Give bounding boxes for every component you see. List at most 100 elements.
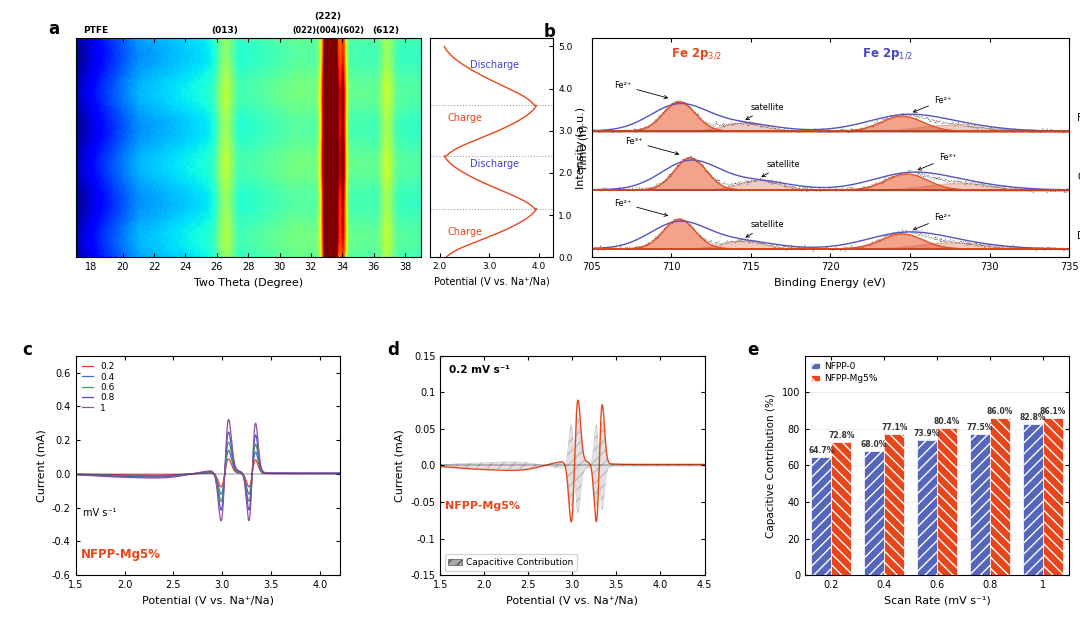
0.6: [326, 470, 339, 477]
1: [222, 416, 235, 423]
1: [190, 469, 203, 477]
X-axis label: Potential (V vs. Na⁺/Na): Potential (V vs. Na⁺/Na): [141, 595, 273, 605]
0.6: [334, 470, 347, 477]
0.4: [278, 470, 291, 477]
0.8: [326, 470, 339, 477]
Legend: 0.2, 0.4, 0.6, 0.8, 1: 0.2, 0.4, 0.6, 0.8, 1: [80, 360, 117, 415]
Text: Charged: Charged: [1077, 172, 1080, 182]
Bar: [970, 434, 990, 575]
Text: 77.1%: 77.1%: [881, 423, 907, 432]
Text: Charge: Charge: [447, 227, 482, 237]
0.8: [222, 428, 235, 436]
0.6: [326, 470, 339, 477]
0.2: [190, 470, 203, 477]
0.8: [215, 506, 228, 514]
Bar: [811, 457, 832, 575]
Text: c: c: [23, 341, 32, 358]
0.6: [82, 471, 95, 478]
0.4: [69, 470, 82, 478]
Bar: [1023, 424, 1043, 575]
1: [278, 469, 291, 477]
0.2: [215, 483, 228, 490]
Text: 77.5%: 77.5%: [967, 423, 994, 432]
0.6: [190, 470, 203, 477]
0.4: [215, 490, 228, 498]
X-axis label: Potential (V vs. Na⁺/Na): Potential (V vs. Na⁺/Na): [434, 277, 550, 286]
Text: 64.7%: 64.7%: [808, 446, 835, 455]
1: [69, 471, 82, 478]
Text: (612): (612): [373, 26, 400, 35]
Text: satellite: satellite: [746, 102, 784, 119]
0.8: [334, 470, 347, 477]
0.8: [326, 470, 339, 477]
X-axis label: Scan Rate (mV s⁻¹): Scan Rate (mV s⁻¹): [883, 595, 990, 605]
X-axis label: Potential (V vs. Na⁺/Na): Potential (V vs. Na⁺/Na): [507, 595, 638, 605]
Text: PTFE: PTFE: [83, 26, 109, 35]
0.4: [82, 471, 95, 478]
Text: satellite: satellite: [746, 221, 784, 237]
0.8: [190, 470, 203, 477]
1: [215, 517, 228, 525]
Text: Fe 2p$_{3/2}$: Fe 2p$_{3/2}$: [671, 46, 723, 62]
Text: e: e: [746, 341, 758, 358]
Text: (022)(004)(602): (022)(004)(602): [292, 26, 364, 35]
Text: Charge: Charge: [447, 113, 482, 123]
Y-axis label: Current (mA): Current (mA): [395, 429, 405, 502]
Bar: [917, 440, 937, 575]
Text: 86.0%: 86.0%: [987, 407, 1013, 416]
Text: NFPP-Mg5%: NFPP-Mg5%: [445, 501, 519, 511]
Text: Fe²⁺: Fe²⁺: [613, 81, 667, 99]
0.8: [198, 468, 211, 476]
1: [326, 469, 339, 477]
Y-axis label: Time (h): Time (h): [578, 125, 589, 171]
Line: 0.8: 0.8: [76, 432, 340, 510]
0.4: [326, 470, 339, 477]
Y-axis label: Intensity (a.u.): Intensity (a.u.): [576, 106, 586, 188]
Bar: [885, 434, 904, 575]
0.6: [278, 470, 291, 477]
Text: Discharge: Discharge: [470, 60, 518, 70]
Y-axis label: Current (mA): Current (mA): [37, 429, 46, 502]
0.2: [198, 470, 211, 477]
0.2: [278, 470, 291, 477]
Text: d: d: [388, 341, 400, 358]
0.2: [334, 470, 347, 477]
Text: 86.1%: 86.1%: [1040, 407, 1066, 416]
Line: 0.2: 0.2: [76, 459, 340, 487]
0.4: [190, 470, 203, 477]
Text: Discharged: Discharged: [1077, 231, 1080, 241]
Text: satellite: satellite: [761, 160, 800, 177]
0.2: [222, 455, 235, 463]
Text: (013): (013): [212, 26, 238, 35]
Legend: NFPP-0, NFPP-Mg5%: NFPP-0, NFPP-Mg5%: [809, 360, 879, 385]
X-axis label: Two Theta (Degree): Two Theta (Degree): [193, 277, 302, 288]
1: [326, 469, 339, 477]
0.4: [222, 447, 235, 454]
Text: Discharge: Discharge: [470, 159, 518, 169]
Legend: Capacitive Contribution: Capacitive Contribution: [445, 554, 578, 571]
0.6: [215, 497, 228, 505]
Bar: [990, 418, 1010, 575]
1: [82, 472, 95, 480]
Text: 80.4%: 80.4%: [934, 417, 960, 427]
X-axis label: Binding Energy (eV): Binding Energy (eV): [774, 277, 887, 288]
0.6: [198, 469, 211, 477]
Text: (222): (222): [314, 12, 341, 21]
Bar: [864, 451, 885, 575]
Bar: [832, 442, 851, 575]
0.6: [69, 471, 82, 478]
0.2: [326, 470, 339, 477]
Bar: [937, 428, 957, 575]
Text: b: b: [543, 23, 555, 40]
Y-axis label: Capacitive Contribution (%): Capacitive Contribution (%): [766, 393, 777, 538]
0.8: [82, 471, 95, 479]
0.2: [326, 470, 339, 477]
0.2: [82, 471, 95, 478]
Line: 1: 1: [76, 420, 340, 521]
0.4: [198, 469, 211, 477]
0.2: [69, 470, 82, 478]
Text: Fe²⁺: Fe²⁺: [613, 199, 667, 216]
Bar: [1043, 418, 1063, 575]
Text: NFPP-Mg5%: NFPP-Mg5%: [81, 548, 161, 561]
Text: Fresh: Fresh: [1077, 113, 1080, 123]
